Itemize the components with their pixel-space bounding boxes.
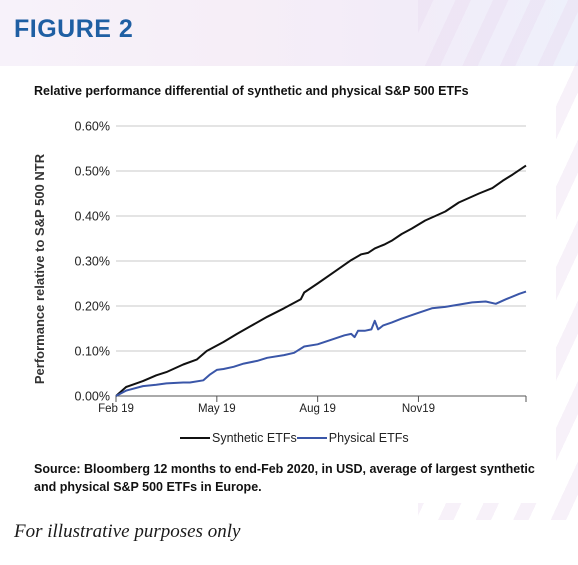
synthetic-etfs-line xyxy=(115,164,527,397)
y-axis-ticks: 0.00% 0.10% 0.20% 0.30% 0.40% 0.50% 0.60% xyxy=(75,120,110,404)
y-tick-label-6: 0.60% xyxy=(75,120,110,134)
chart-panel: Relative performance differential of syn… xyxy=(20,66,556,503)
x-tick-label-2: Aug 19 xyxy=(299,403,335,415)
y-tick-label-2: 0.20% xyxy=(75,300,110,314)
x-tick-label-1: May 19 xyxy=(198,403,236,415)
y-tick-label-3: 0.30% xyxy=(75,255,110,269)
line-chart: 0.00% 0.10% 0.20% 0.30% 0.40% 0.50% 0.60% Feb … xyxy=(32,120,527,415)
chart-legend: Synthetic ETFs Physical ETFs xyxy=(180,431,409,445)
legend-swatch-physical xyxy=(296,437,327,439)
y-tick-label-5: 0.50% xyxy=(75,165,110,179)
chart-gridlines xyxy=(116,125,526,352)
chart-series xyxy=(115,164,527,397)
legend-label-physical: Physical ETFs xyxy=(328,431,409,445)
footnote: For illustrative purposes only xyxy=(14,521,241,542)
y-tick-label-4: 0.40% xyxy=(75,210,110,224)
legend-item-physical: Physical ETFs xyxy=(296,431,409,445)
figure-label: FIGURE 2 xyxy=(14,15,134,43)
x-axis: Feb 19 May 19 Aug 19 Nov19 xyxy=(98,395,527,415)
chart-title: Relative performance differential of syn… xyxy=(34,84,469,98)
physical-etfs-line xyxy=(115,290,527,397)
legend-swatch-synthetic xyxy=(180,437,210,439)
source-note: Source: Bloomberg 12 months to end-Feb 2… xyxy=(34,462,535,494)
x-tick-label-0: Feb 19 xyxy=(98,403,134,415)
y-tick-label-1: 0.10% xyxy=(75,345,110,359)
y-tick-label-0: 0.00% xyxy=(75,390,110,404)
legend-item-synthetic: Synthetic ETFs xyxy=(180,431,297,445)
y-axis-label: Performance relative to S&P 500 NTR xyxy=(32,153,47,384)
legend-label-synthetic: Synthetic ETFs xyxy=(212,431,297,445)
header-band xyxy=(0,0,578,66)
x-tick-label-3: Nov19 xyxy=(402,403,435,415)
